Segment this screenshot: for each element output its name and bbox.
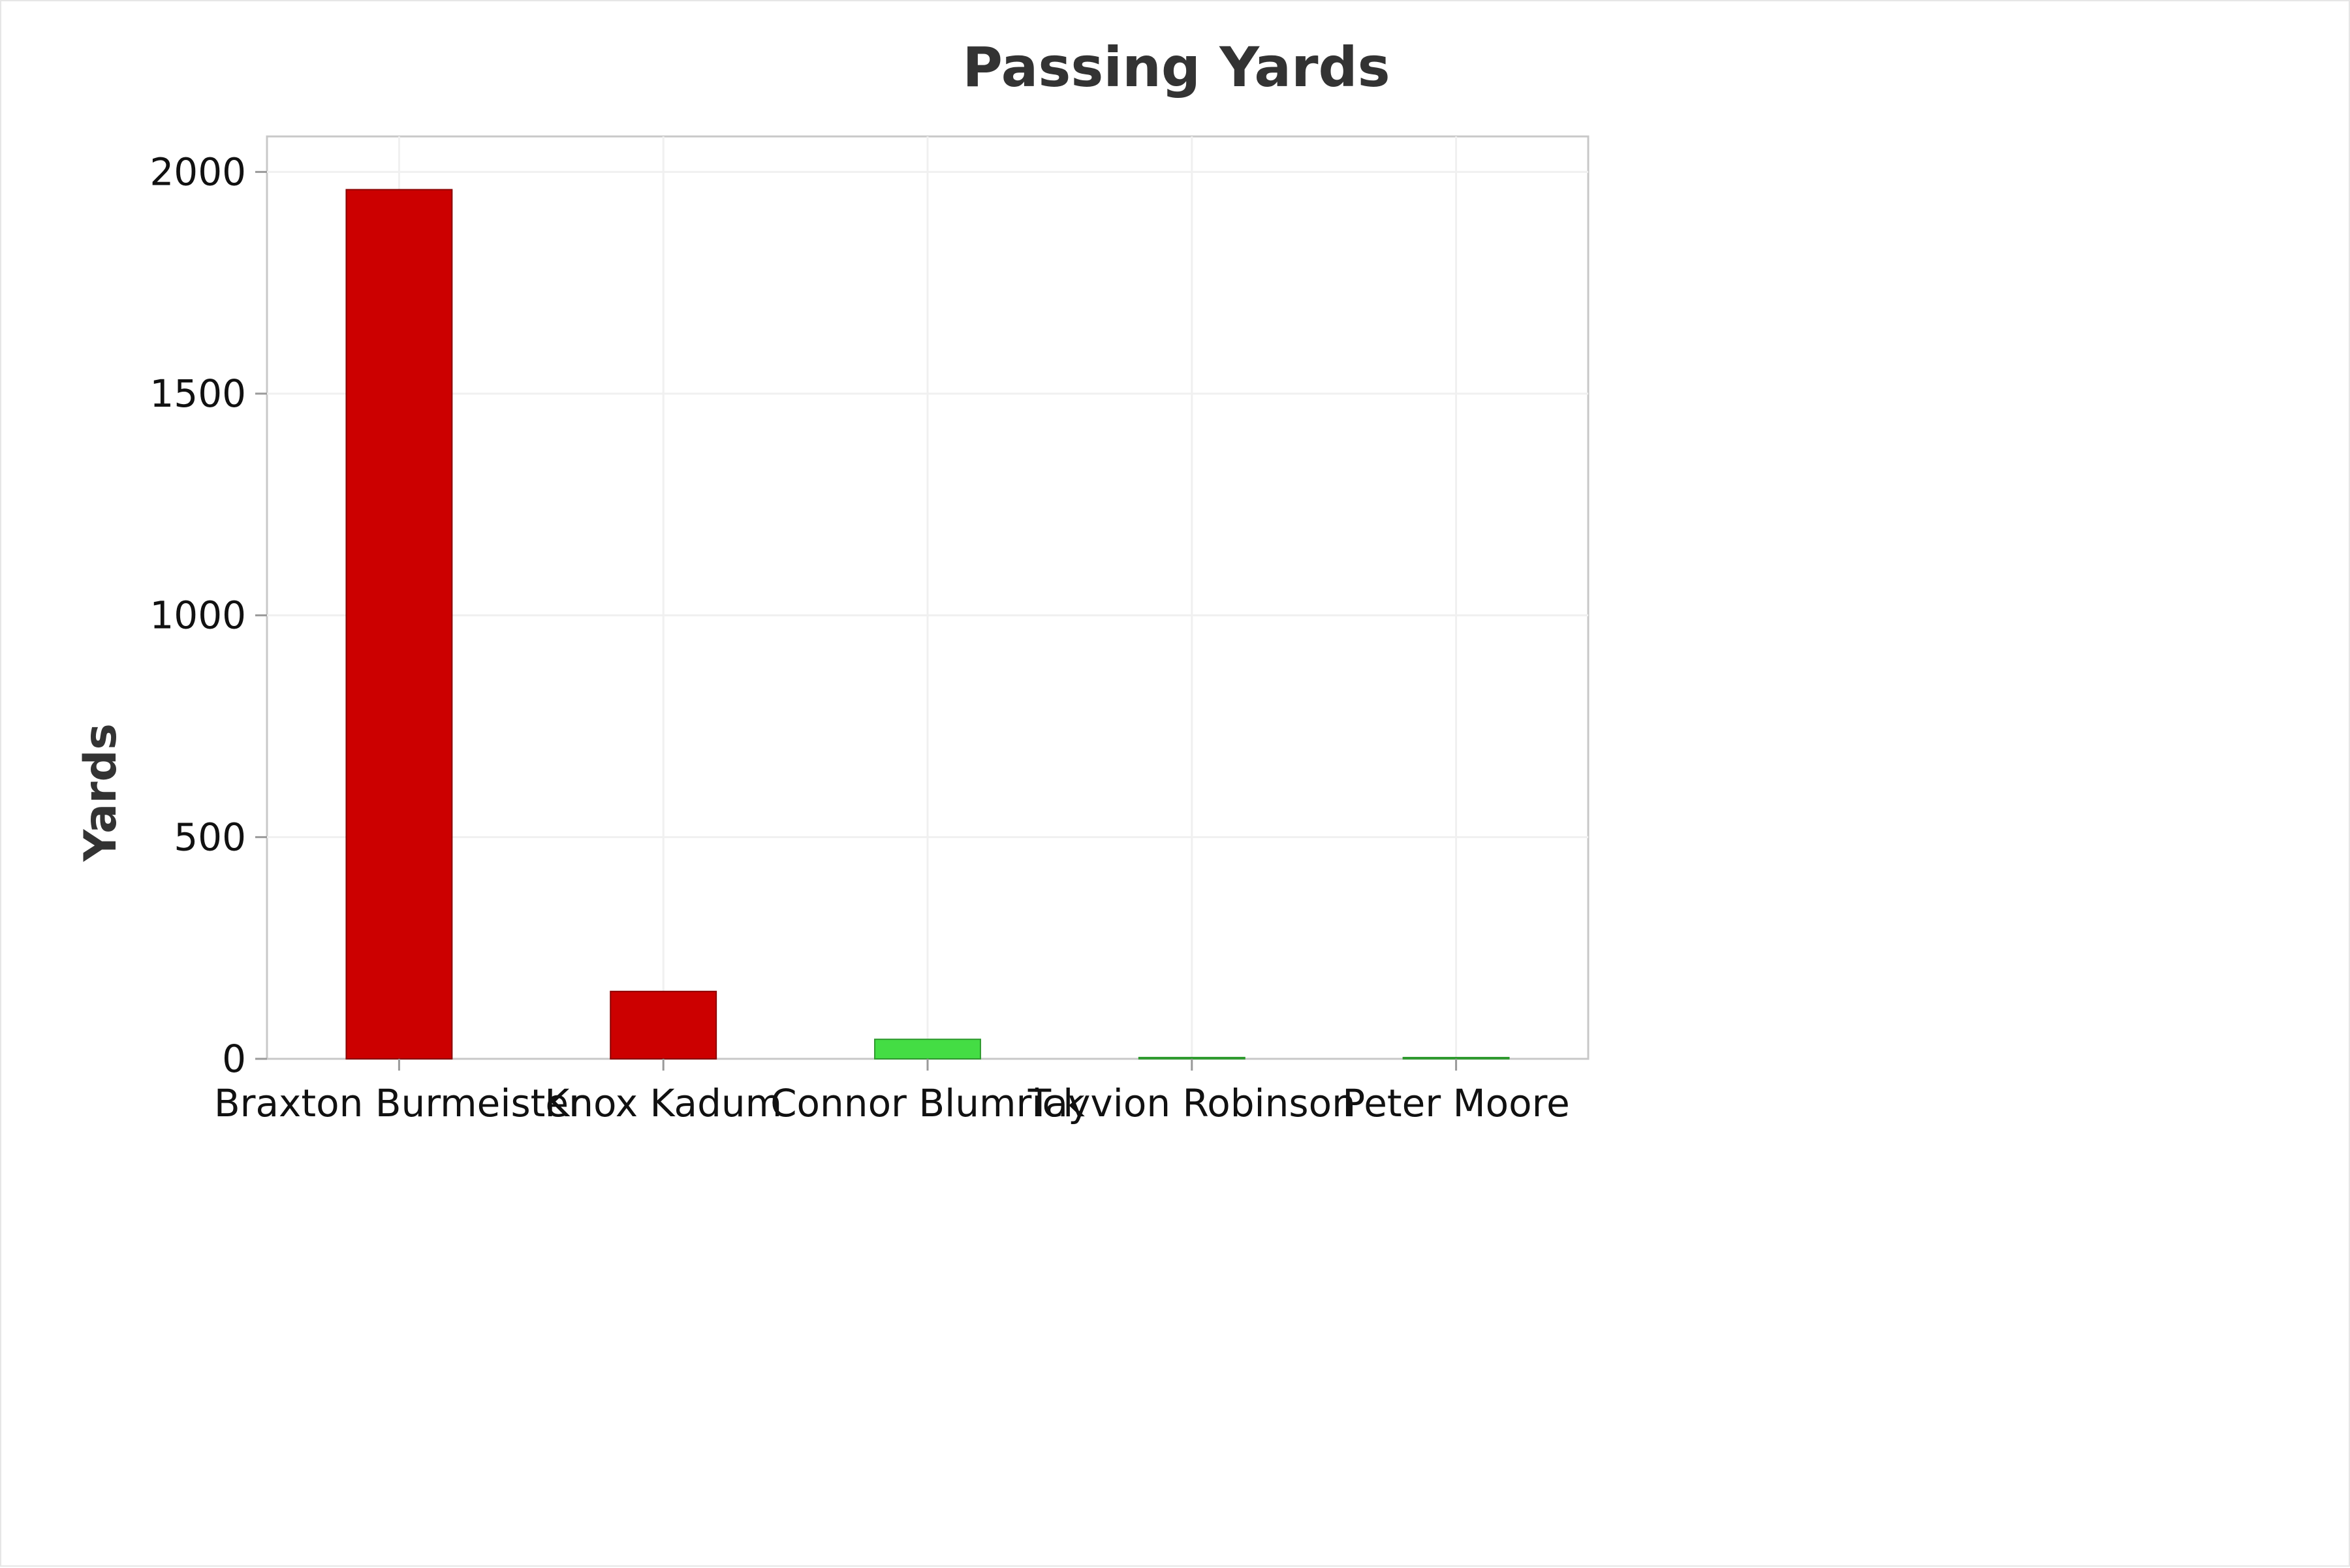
x-tick-label: Peter Moore bbox=[1342, 1081, 1570, 1125]
grid-layer bbox=[267, 136, 1588, 1059]
y-tick-label: 500 bbox=[174, 815, 246, 859]
y-axis-label: Yards bbox=[75, 723, 127, 862]
chart-title: Passing Yards bbox=[962, 35, 1390, 99]
bar bbox=[345, 189, 453, 1059]
y-tick-label: 1500 bbox=[149, 371, 246, 416]
y-ticks-layer: 0 500 1000 1500 2000 bbox=[149, 149, 267, 1081]
x-tick-label: Connor Blumrick bbox=[770, 1081, 1085, 1125]
bar bbox=[1138, 1056, 1246, 1060]
x-tick-label: Braxton Burmeister bbox=[214, 1081, 584, 1125]
x-tick-label: Tayvion Robinson bbox=[1027, 1081, 1356, 1125]
y-tick-label: 1000 bbox=[149, 593, 246, 638]
bar bbox=[610, 990, 717, 1059]
y-tick-label: 0 bbox=[222, 1037, 246, 1081]
y-tick-label: 2000 bbox=[149, 149, 246, 194]
bar bbox=[874, 1039, 981, 1060]
x-tick-label: Knox Kadum bbox=[544, 1081, 782, 1125]
bar bbox=[1402, 1057, 1510, 1059]
